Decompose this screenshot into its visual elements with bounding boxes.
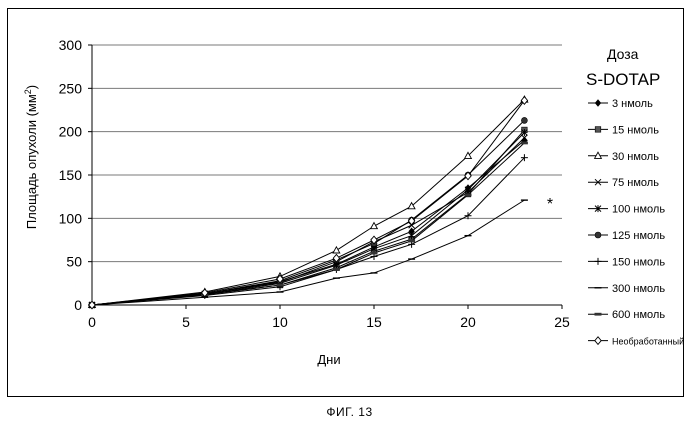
legend-label-7: 150 нмоль	[612, 256, 665, 268]
legend-label-5: 100 нмоль	[612, 204, 665, 216]
legend-label-6: 125 нмоль	[612, 230, 665, 242]
legend-label-2: 15 нмоль	[612, 124, 659, 136]
series-5-point-5	[409, 232, 415, 239]
legend-title-dose: Доза	[607, 46, 639, 62]
series-line-1	[92, 140, 524, 305]
y-axis-label: Площадь опухоли (мм2)	[23, 85, 39, 229]
legend-label-10: Необработанный	[612, 337, 684, 347]
legend-marker-3	[595, 152, 602, 158]
legend-marker-9	[595, 313, 602, 316]
x-tick-label-0: 0	[88, 314, 96, 330]
series-line-7	[92, 158, 524, 305]
legend-label-9: 600 нмоль	[612, 309, 665, 321]
chart-frame: 0 50 100 150 200 250 300 0 5 10 15 20 25 Доза S-DOTAP…	[7, 8, 684, 397]
tumor-area-line-chart: 0 50 100 150 200 250 300 0 5 10 15 20 25 Доза S-DOTAP…	[8, 9, 685, 398]
series-9-point-4	[371, 252, 378, 255]
x-tick-label-25: 25	[554, 314, 570, 330]
y-axis-label-suffix: )	[24, 85, 39, 89]
y-tick-label-300: 300	[59, 37, 83, 53]
series-9-point-5	[408, 239, 415, 242]
series-6-point-7	[521, 117, 527, 123]
legend-marker-6	[595, 232, 601, 238]
figure-caption: ФИГ. 13	[0, 405, 699, 419]
legend-label-3: 30 нмоль	[612, 151, 659, 163]
x-tick-label-15: 15	[366, 314, 382, 330]
x-axis-label: Дни	[317, 352, 340, 367]
series-9-point-7	[521, 142, 528, 145]
x-tick-label-10: 10	[272, 314, 288, 330]
x-tick-label-20: 20	[460, 314, 476, 330]
legend-marker-1	[595, 99, 601, 107]
significance-annotation: *	[547, 196, 553, 213]
series-line-8	[92, 200, 524, 305]
legend-title-compound: S-DOTAP	[586, 70, 660, 89]
series-3-point-3	[333, 247, 340, 253]
legend-marker-7	[595, 258, 602, 265]
y-axis-label-text: Площадь опухоли (мм	[24, 94, 39, 229]
y-tick-label-150: 150	[59, 167, 83, 183]
x-tick-label-5: 5	[182, 314, 190, 330]
y-tick-label-0: 0	[74, 297, 82, 313]
legend-marker-10	[595, 337, 601, 345]
y-tick-label-250: 250	[59, 80, 83, 96]
series-9-point-6	[465, 194, 472, 197]
series-line-2	[92, 130, 524, 305]
series-9-point-3	[333, 268, 340, 271]
series-line-9	[92, 143, 524, 305]
y-tick-label-100: 100	[59, 210, 83, 226]
legend-label-4: 75 нмоль	[612, 177, 659, 189]
series-9-point-2	[277, 284, 284, 287]
series-3-point-4	[371, 223, 378, 229]
legend-marker-2	[595, 127, 601, 133]
y-tick-label-50: 50	[66, 254, 82, 270]
legend-label-8: 300 нмоль	[612, 283, 665, 295]
legend-label-1: 3 нмоль	[612, 98, 653, 110]
y-tick-label-200: 200	[59, 124, 83, 140]
